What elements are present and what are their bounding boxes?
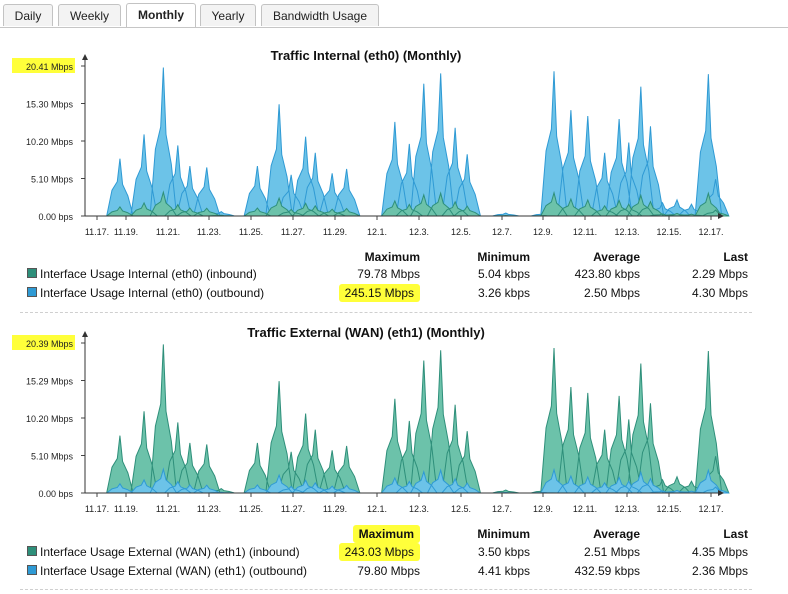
x-axis-arrow <box>718 213 724 219</box>
x-tick-label: 12.13. <box>614 227 639 237</box>
stats-header-last: Last <box>723 250 748 264</box>
series-area-outbound <box>85 67 730 217</box>
series-avg: 423.80 kbps <box>574 267 640 281</box>
x-tick-label: 12.5. <box>451 227 471 237</box>
x-tick-label: 12.7. <box>492 227 512 237</box>
x-tick-label: 12.9. <box>533 227 553 237</box>
x-tick-label: 11.27. <box>281 504 305 514</box>
series-max: 79.78 Mbps <box>357 267 420 281</box>
legend-swatch-outbound <box>27 287 37 297</box>
series-area-inbound <box>85 190 730 217</box>
series-last: 2.29 Mbps <box>691 267 748 281</box>
x-tick-label: 12.13. <box>614 504 639 514</box>
tab-daily[interactable]: Daily <box>3 4 53 26</box>
series-min: 3.50 kbps <box>477 545 530 559</box>
legend-swatch-outbound <box>27 565 37 575</box>
x-tick-label: 12.17. <box>698 504 723 514</box>
x-tick-label: 12.11. <box>573 504 597 514</box>
x-tick-label: 11.19. <box>114 227 138 237</box>
x-tick-label: 11.21. <box>156 227 180 237</box>
stats-header-max: Maximum <box>330 525 420 543</box>
highlighted-value: Maximum <box>352 525 420 543</box>
x-tick-label: 11.25. <box>239 504 263 514</box>
legend-swatch-inbound <box>27 546 37 556</box>
series-avg: 2.50 Mbps <box>583 286 640 300</box>
period-tabs: Daily Weekly Monthly Yearly Bandwidth Us… <box>0 0 788 28</box>
series-max: 243.03 Mbps <box>330 543 420 561</box>
highlighted-value: 245.15 Mbps <box>338 284 420 302</box>
series-area-outbound <box>85 467 730 494</box>
x-tick-label: 11.23. <box>197 227 221 237</box>
series-name: Interface Usage External (WAN) (eth1) (i… <box>40 545 300 559</box>
y-tick-label: 10.20 Mbps <box>26 414 74 424</box>
x-tick-label: 11.29. <box>323 504 347 514</box>
series-area-inbound <box>85 344 730 494</box>
series-max: 79.80 Mbps <box>357 564 420 578</box>
y-tick-label: 15.29 Mbps <box>26 377 74 387</box>
stats-header-min: Minimum <box>477 527 530 541</box>
x-axis-arrow <box>718 490 724 496</box>
x-tick-label: 11.27. <box>281 227 305 237</box>
y-tick-label: 5.10 Mbps <box>31 452 74 462</box>
x-tick-label: 12.11. <box>573 227 597 237</box>
stats-header-last: Last <box>723 527 748 541</box>
series-max: 245.15 Mbps <box>330 284 420 302</box>
x-tick-label: 12.15. <box>656 504 681 514</box>
tab-yearly[interactable]: Yearly <box>200 4 256 26</box>
y-axis-arrow <box>82 54 88 60</box>
traffic-chart-internal: 20.41 Mbps 15.30 Mbps 10.20 Mbps 5.10 Mbps 0… <box>12 54 730 237</box>
y-tick-label: 10.20 Mbps <box>26 137 74 147</box>
x-tick-label: 12.3. <box>409 504 429 514</box>
x-tick-label: 12.3. <box>409 227 429 237</box>
y-tick-label: 20.41 Mbps <box>26 62 74 72</box>
x-tick-label: 12.17. <box>698 227 723 237</box>
x-tick-label: 12.7. <box>492 504 512 514</box>
y-tick-label: 20.39 Mbps <box>26 339 74 349</box>
divider <box>20 589 752 590</box>
chart-title: Traffic External (WAN) (eth1) (Monthly) <box>247 325 485 340</box>
series-avg: 432.59 kbps <box>574 564 640 578</box>
x-tick-label: 12.1. <box>367 227 387 237</box>
stats-header-min: Minimum <box>477 250 530 264</box>
y-tick-label: 0.00 bps <box>38 212 73 222</box>
x-tick-label: 11.29. <box>323 227 347 237</box>
series-min: 4.41 kbps <box>477 564 530 578</box>
stats-header-avg: Average <box>593 527 640 541</box>
x-tick-label: 11.17. <box>85 227 109 237</box>
y-tick-label: 15.30 Mbps <box>26 100 74 110</box>
series-name: Interface Usage External (WAN) (eth1) (o… <box>40 564 308 578</box>
series-avg: 2.51 Mbps <box>583 545 640 559</box>
series-min: 3.26 kbps <box>477 286 530 300</box>
x-tick-label: 12.1. <box>367 504 387 514</box>
traffic-chart-external: 20.39 Mbps 15.29 Mbps 10.20 Mbps 5.10 Mbps 0… <box>12 331 730 514</box>
stats-header-avg: Average <box>593 250 640 264</box>
x-tick-label: 11.19. <box>114 504 138 514</box>
x-tick-label: 12.15. <box>656 227 681 237</box>
series-name: Interface Usage Internal (eth0) (outboun… <box>40 286 265 300</box>
y-axis-arrow <box>82 331 88 337</box>
x-tick-label: 11.17. <box>85 504 109 514</box>
x-tick-label: 11.21. <box>156 504 180 514</box>
series-last: 2.36 Mbps <box>691 564 748 578</box>
series-min: 5.04 kbps <box>477 267 530 281</box>
series-name: Interface Usage Internal (eth0) (inbound… <box>40 267 257 281</box>
y-tick-label: 0.00 bps <box>38 489 73 499</box>
x-tick-label: 12.9. <box>533 504 553 514</box>
tab-bandwidth-usage[interactable]: Bandwidth Usage <box>261 4 379 26</box>
y-tick-label: 5.10 Mbps <box>31 175 74 185</box>
x-tick-label: 11.23. <box>197 504 221 514</box>
tab-weekly[interactable]: Weekly <box>58 4 121 26</box>
highlighted-value: 243.03 Mbps <box>338 543 420 561</box>
series-last: 4.30 Mbps <box>691 286 748 300</box>
y-max-highlight <box>12 58 75 73</box>
tab-monthly[interactable]: Monthly <box>126 3 196 27</box>
x-tick-label: 11.25. <box>239 227 263 237</box>
divider <box>20 312 752 313</box>
stats-header-max: Maximum <box>364 250 420 264</box>
legend-swatch-inbound <box>27 268 37 278</box>
y-max-highlight <box>12 335 75 350</box>
x-tick-label: 12.5. <box>451 504 471 514</box>
series-last: 4.35 Mbps <box>691 545 748 559</box>
chart-title: Traffic Internal (eth0) (Monthly) <box>270 48 462 63</box>
